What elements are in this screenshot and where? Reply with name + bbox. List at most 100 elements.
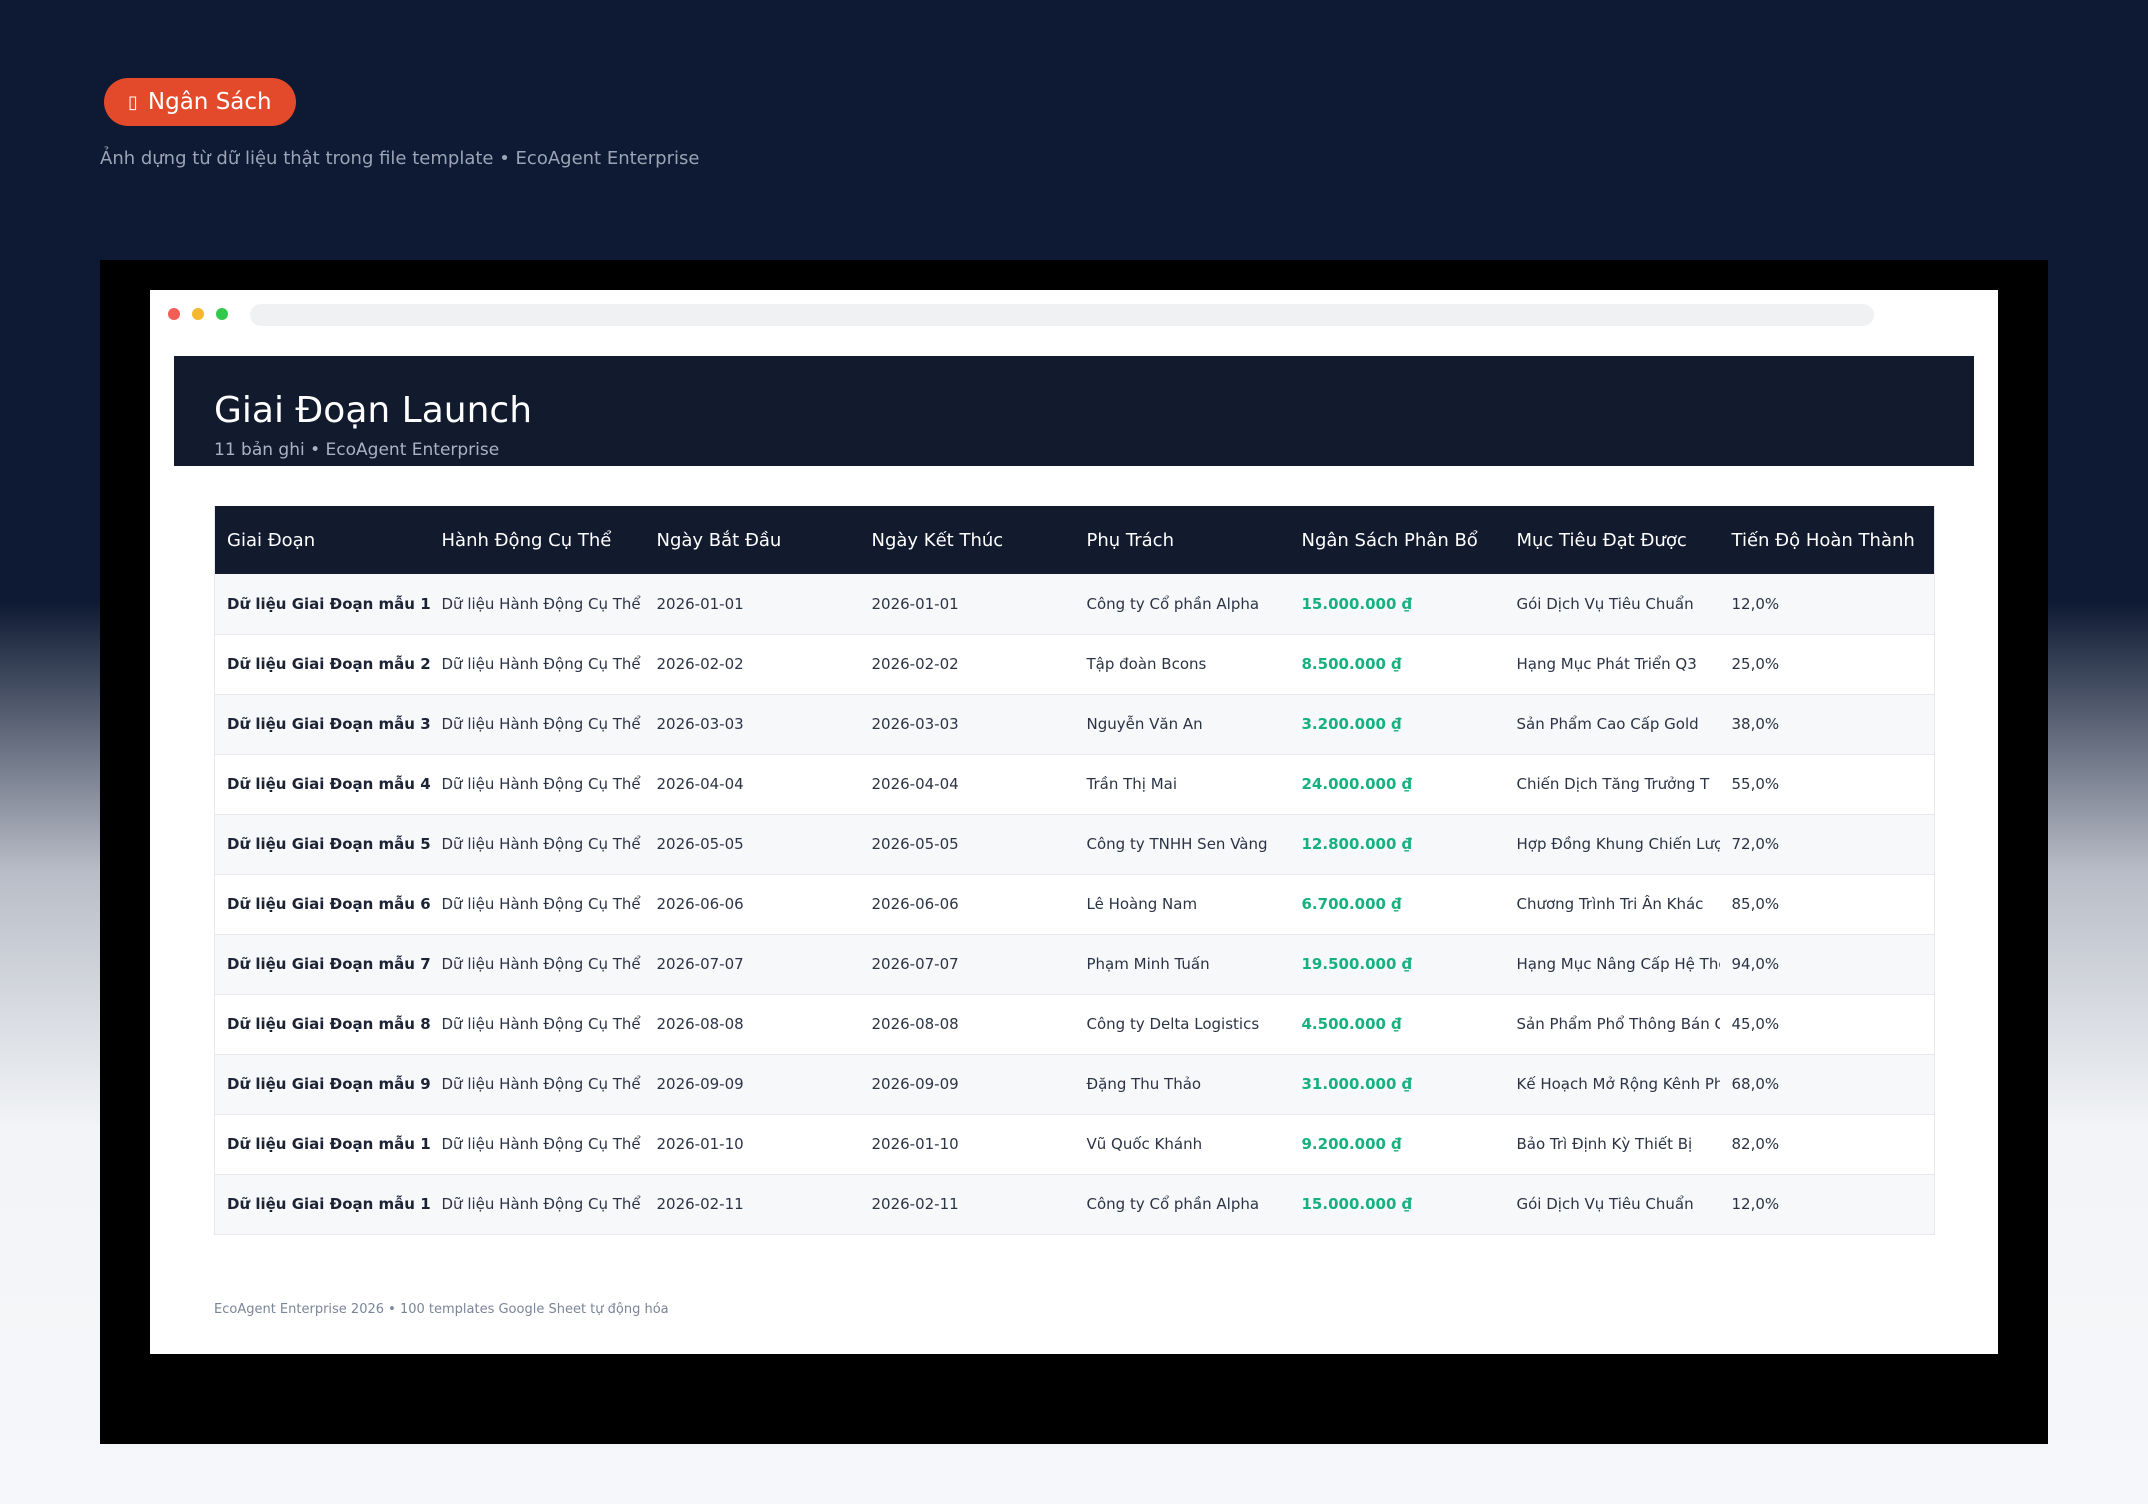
table-cell[interactable]: Công ty Cổ phần Alpha xyxy=(1086,594,1260,613)
table-cell[interactable]: Công ty TNHH Sen Vàng xyxy=(1086,835,1268,853)
table-cell[interactable]: Hợp Đồng Khung Chiến Lượ xyxy=(1516,835,1720,853)
table-cell[interactable]: Dữ liệu Giai Đoạn mẫu 5 xyxy=(227,835,430,853)
table-cell[interactable]: 2026-02-11 xyxy=(656,1195,744,1213)
table-cell[interactable]: Hạng Mục Phát Triển Q3 xyxy=(1516,655,1697,673)
table-cell[interactable]: 19.500.000 ₫ xyxy=(1301,955,1413,973)
table-cell[interactable]: Gói Dịch Vụ Tiêu Chuẩn xyxy=(1516,1195,1694,1213)
table-cell[interactable]: 2026-09-09 xyxy=(871,1075,959,1093)
table-row[interactable]: Dữ liệu Giai Đoạn mẫu 2 Dữ liệu Hành Động… xyxy=(214,634,1935,694)
column-header[interactable]: Ngày Bắt Đầu xyxy=(656,529,782,551)
table-cell[interactable]: Dữ liệu Hành Động Cụ Thể xyxy=(441,1195,641,1213)
table-cell[interactable]: Kế Hoạch Mở Rộng Kênh Ph xyxy=(1516,1075,1720,1093)
table-cell[interactable]: Chương Trình Tri Ân Khác xyxy=(1516,895,1704,913)
table-cell[interactable]: Hạng Mục Nâng Cấp Hệ Thố xyxy=(1516,955,1720,973)
table-row[interactable]: Dữ liệu Giai Đoạn mẫu 11 Dữ liệu Hành Độn… xyxy=(214,1174,1935,1234)
table-row[interactable]: Dữ liệu Giai Đoạn mẫu 8 Dữ liệu Hành Động… xyxy=(214,994,1935,1054)
table-cell[interactable]: Dữ liệu Giai Đoạn mẫu 2 xyxy=(227,655,430,673)
table-cell[interactable]: 2026-06-06 xyxy=(871,895,959,913)
table-row[interactable]: Dữ liệu Giai Đoạn mẫu 7 Dữ liệu Hành Động… xyxy=(214,934,1935,994)
column-header[interactable]: Tiến Độ Hoàn Thành xyxy=(1731,529,1915,551)
table-row[interactable]: Dữ liệu Giai Đoạn mẫu 6 Dữ liệu Hành Động… xyxy=(214,874,1935,934)
table-cell[interactable]: 31.000.000 ₫ xyxy=(1301,1075,1413,1093)
budget-badge[interactable]: ▯ Ngân Sách xyxy=(104,78,296,126)
table-cell[interactable]: Dữ liệu Hành Động Cụ Thể xyxy=(441,895,641,913)
table-cell[interactable]: Đặng Thu Thảo xyxy=(1086,1075,1202,1093)
table-cell[interactable]: 2026-02-02 xyxy=(656,655,744,673)
column-header[interactable]: Ngân Sách Phân Bổ xyxy=(1301,529,1478,551)
table-row[interactable]: Dữ liệu Giai Đoạn mẫu 4 Dữ liệu Hành Động… xyxy=(214,754,1935,814)
table-row[interactable]: Dữ liệu Giai Đoạn mẫu 1 Dữ liệu Hành Động… xyxy=(214,574,1935,634)
table-cell[interactable]: Vũ Quốc Khánh xyxy=(1086,1135,1203,1153)
table-cell[interactable]: Dữ liệu Hành Động Cụ Thể xyxy=(441,835,641,853)
table-cell[interactable]: Sản Phẩm Phổ Thông Bán C xyxy=(1516,1015,1720,1033)
table-cell[interactable]: Dữ liệu Hành Động Cụ Thể xyxy=(441,715,641,733)
table-cell[interactable]: Bảo Trì Định Kỳ Thiết Bị xyxy=(1516,1135,1693,1153)
table-cell[interactable]: 2026-04-04 xyxy=(871,775,959,793)
table-cell[interactable]: 85,0% xyxy=(1731,895,1780,913)
table-cell[interactable]: 2026-07-07 xyxy=(656,955,744,973)
table-cell[interactable]: Dữ liệu Hành Động Cụ Thể xyxy=(441,594,641,613)
table-cell[interactable]: Dữ liệu Giai Đoạn mẫu 9 xyxy=(227,1075,430,1093)
table-cell[interactable]: 2026-02-02 xyxy=(871,655,959,673)
table-cell[interactable]: 12,0% xyxy=(1731,1195,1780,1213)
table-cell[interactable]: Dữ liệu Giai Đoạn mẫu 6 xyxy=(227,895,430,913)
table-cell[interactable]: Trần Thị Mai xyxy=(1086,775,1178,793)
table-cell[interactable]: Dữ liệu Giai Đoạn mẫu 8 xyxy=(227,1015,430,1033)
table-cell[interactable]: Dữ liệu Hành Động Cụ Thể xyxy=(441,955,641,973)
table-cell[interactable]: 24.000.000 ₫ xyxy=(1301,775,1413,793)
table-cell[interactable]: Công ty Cổ phần Alpha xyxy=(1086,1195,1260,1213)
table-cell[interactable]: 45,0% xyxy=(1731,1015,1780,1033)
table-cell[interactable]: Dữ liệu Hành Động Cụ Thể xyxy=(441,1135,641,1153)
table-cell[interactable]: Dữ liệu Giai Đoạn mẫu 4 xyxy=(227,775,430,793)
table-row[interactable]: Dữ liệu Giai Đoạn mẫu 9 Dữ liệu Hành Động… xyxy=(214,1054,1935,1114)
table-cell[interactable]: 2026-07-07 xyxy=(871,955,959,973)
table-cell[interactable]: 2026-01-10 xyxy=(871,1135,959,1153)
table-cell[interactable]: 2026-08-08 xyxy=(656,1015,744,1033)
table-cell[interactable]: 2026-01-01 xyxy=(656,594,744,613)
table-cell[interactable]: 2026-02-11 xyxy=(871,1195,959,1213)
table-cell[interactable]: Dữ liệu Giai Đoạn mẫu 3 xyxy=(227,715,430,733)
table-cell[interactable]: 2026-01-01 xyxy=(871,594,959,613)
table-cell[interactable]: 2026-03-03 xyxy=(656,715,744,733)
table-cell[interactable]: Phạm Minh Tuấn xyxy=(1086,955,1210,973)
table-cell[interactable]: Sản Phẩm Cao Cấp Gold xyxy=(1516,715,1699,733)
table-cell[interactable]: 2026-09-09 xyxy=(656,1075,744,1093)
table-cell[interactable]: Dữ liệu Hành Động Cụ Thể xyxy=(441,655,641,673)
table-cell[interactable]: 2026-08-08 xyxy=(871,1015,959,1033)
table-cell[interactable]: 15.000.000 ₫ xyxy=(1301,1195,1413,1213)
table-row[interactable]: Dữ liệu Giai Đoạn mẫu 3 Dữ liệu Hành Động… xyxy=(214,694,1935,754)
table-cell[interactable]: 68,0% xyxy=(1731,1075,1780,1093)
table-row[interactable]: Dữ liệu Giai Đoạn mẫu 10 Dữ liệu Hành Độn… xyxy=(214,1114,1935,1174)
table-cell[interactable]: Dữ liệu Giai Đoạn mẫu 7 xyxy=(227,955,430,973)
column-header[interactable]: Giai Đoạn xyxy=(227,529,316,551)
table-cell[interactable]: 2026-06-06 xyxy=(656,895,744,913)
table-cell[interactable]: Gói Dịch Vụ Tiêu Chuẩn xyxy=(1516,594,1694,613)
table-cell[interactable]: Dữ liệu Giai Đoạn mẫu 11 xyxy=(227,1195,430,1213)
table-cell[interactable]: 25,0% xyxy=(1731,655,1780,673)
table-cell[interactable]: Dữ liệu Hành Động Cụ Thể xyxy=(441,775,641,793)
table-cell[interactable]: 2026-05-05 xyxy=(871,835,959,853)
column-header[interactable]: Phụ Trách xyxy=(1086,529,1174,551)
column-header[interactable]: Mục Tiêu Đạt Được xyxy=(1516,529,1687,551)
table-cell[interactable]: Dữ liệu Hành Động Cụ Thể xyxy=(441,1075,641,1093)
table-cell[interactable]: 15.000.000 ₫ xyxy=(1301,594,1413,613)
table-cell[interactable]: 6.700.000 ₫ xyxy=(1301,895,1402,913)
table-cell[interactable]: 55,0% xyxy=(1731,775,1780,793)
table-cell[interactable]: Dữ liệu Hành Động Cụ Thể xyxy=(441,1015,641,1033)
table-cell[interactable]: 2026-01-10 xyxy=(656,1135,744,1153)
table-cell[interactable]: Dữ liệu Giai Đoạn mẫu 10 xyxy=(227,1135,430,1153)
table-cell[interactable]: 4.500.000 ₫ xyxy=(1301,1015,1402,1033)
table-cell[interactable]: 12,0% xyxy=(1731,594,1780,613)
table-cell[interactable]: 72,0% xyxy=(1731,835,1780,853)
table-cell[interactable]: 8.500.000 ₫ xyxy=(1301,655,1402,673)
table-row[interactable]: Dữ liệu Giai Đoạn mẫu 5 Dữ liệu Hành Động… xyxy=(214,814,1935,874)
table-cell[interactable]: Tập đoàn Bcons xyxy=(1086,655,1207,673)
table-cell[interactable]: Chiến Dịch Tăng Trưởng T xyxy=(1516,775,1710,793)
column-header[interactable]: Ngày Kết Thúc xyxy=(871,529,1004,551)
column-header[interactable]: Hành Động Cụ Thể xyxy=(441,529,612,551)
table-cell[interactable]: 3.200.000 ₫ xyxy=(1301,715,1402,733)
table-cell[interactable]: 94,0% xyxy=(1731,955,1780,973)
table-cell[interactable]: 38,0% xyxy=(1731,715,1780,733)
table-cell[interactable]: Dữ liệu Giai Đoạn mẫu 1 xyxy=(227,594,430,613)
table-cell[interactable]: 2026-03-03 xyxy=(871,715,959,733)
